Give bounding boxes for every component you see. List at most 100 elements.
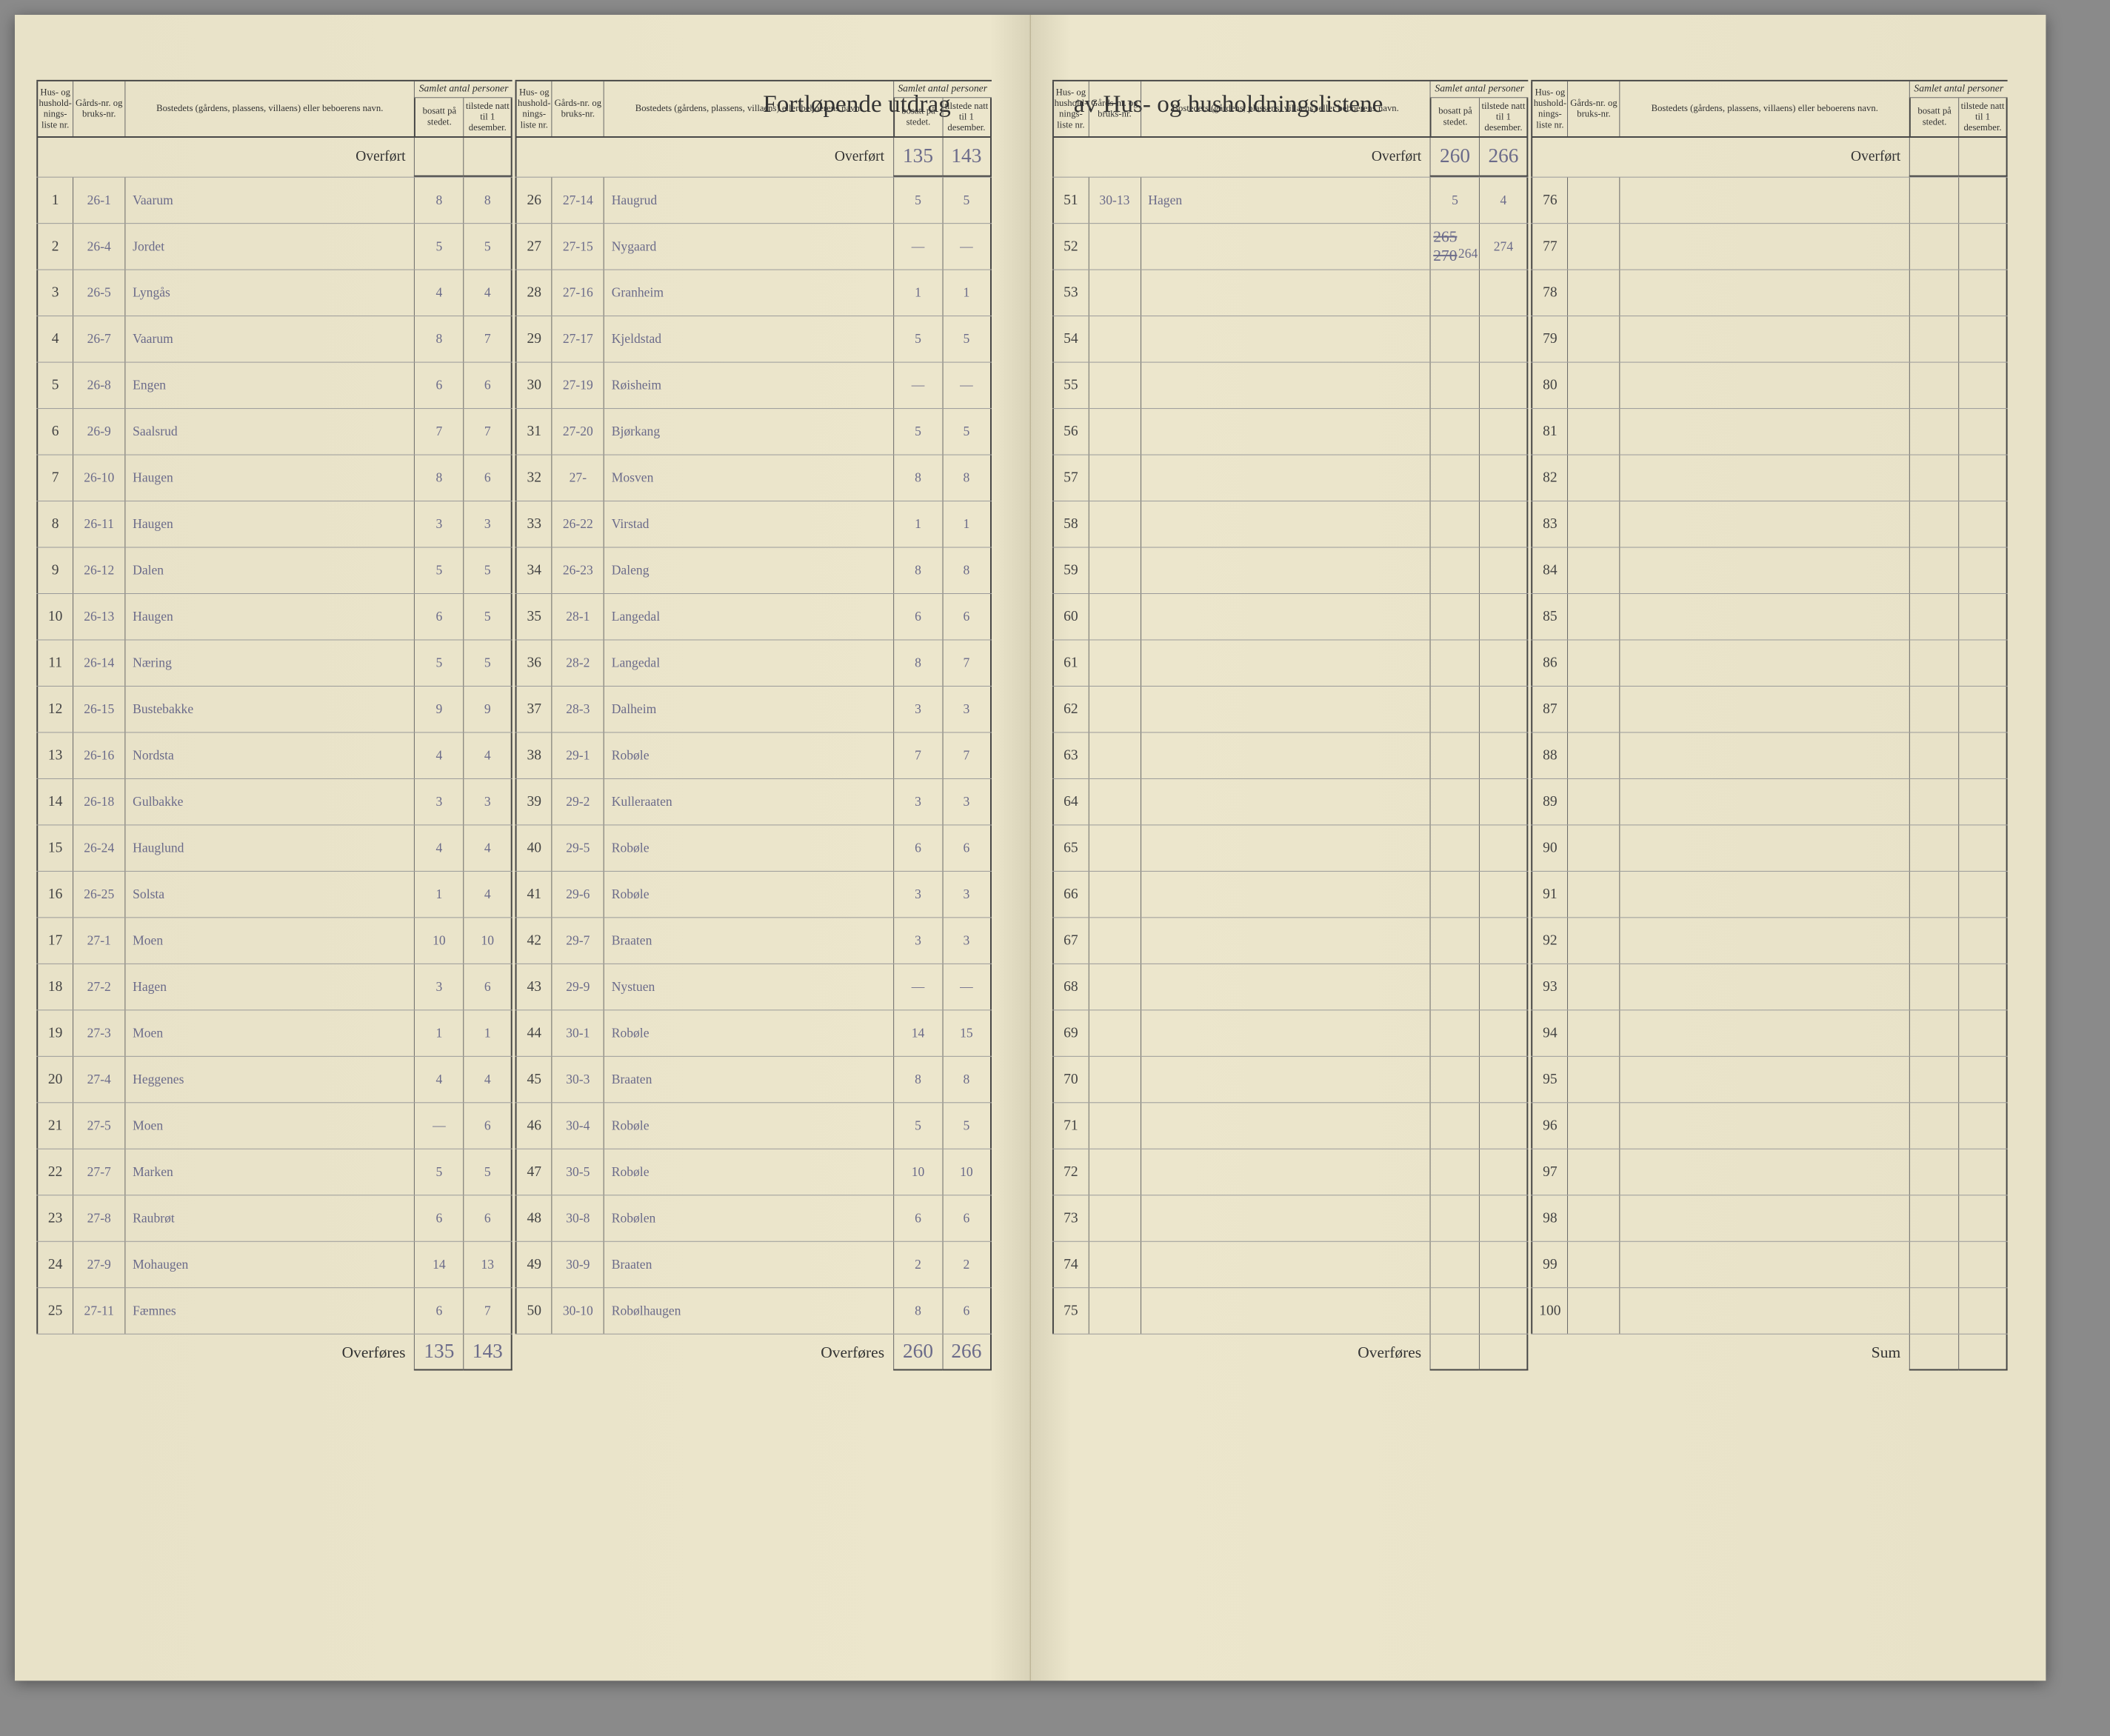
row-gards: 30-9 xyxy=(552,1242,604,1288)
row-nr: 26 xyxy=(515,177,552,223)
row-bosted: Moen xyxy=(124,918,414,964)
row-gards xyxy=(1567,964,1619,1010)
row-gards xyxy=(1088,455,1140,501)
table-row: 85 xyxy=(1532,594,2008,640)
row-nr: 67 xyxy=(1052,918,1088,964)
row-bosted: Vaarum xyxy=(124,316,414,362)
page-left: Hus- og hushold-nings-liste nr. Gårds-nr… xyxy=(15,15,1030,1680)
row-tilstede xyxy=(1958,362,2007,408)
row-tilstede: 1 xyxy=(464,1010,513,1056)
row-nr: 50 xyxy=(515,1288,552,1334)
row-bosatt xyxy=(1909,1149,1958,1195)
table-row: 95 xyxy=(1532,1057,2008,1103)
row-gards xyxy=(1567,362,1619,408)
hdr-tilstede: tilstede natt til 1 desember. xyxy=(942,98,991,136)
row-bosted xyxy=(1620,547,1909,593)
row-bosatt xyxy=(1430,1103,1479,1149)
row-bosatt xyxy=(1909,779,1958,825)
row-bosted xyxy=(1141,687,1430,732)
row-tilstede xyxy=(1479,501,1528,547)
row-gards: 30-13 xyxy=(1088,177,1140,223)
row-bosatt: 4 xyxy=(414,270,463,316)
row-tilstede xyxy=(1958,501,2007,547)
row-gards xyxy=(1088,270,1140,316)
row-tilstede xyxy=(1479,455,1528,501)
row-bosatt xyxy=(1430,918,1479,964)
row-gards: 26-13 xyxy=(73,594,124,640)
table-row: 90 xyxy=(1532,825,2008,871)
row-gards xyxy=(1088,316,1140,362)
row-bosted: Haugen xyxy=(124,594,414,640)
row-bosted: Næring xyxy=(124,640,414,686)
table-row: 89 xyxy=(1532,779,2008,825)
row-bosted xyxy=(1620,1195,1909,1241)
overfores-label: Overføres xyxy=(1052,1335,1429,1371)
table-row: 44 30-1 Robøle 14 15 xyxy=(515,1010,992,1056)
row-bosatt: 4 xyxy=(414,1057,463,1103)
row-tilstede: 1 xyxy=(942,270,991,316)
row-tilstede xyxy=(1958,409,2007,455)
table-row: 8 26-11 Haugen 3 3 xyxy=(36,501,513,547)
row-bosted xyxy=(1141,1149,1430,1195)
row-nr: 41 xyxy=(515,872,552,918)
row-tilstede: 9 xyxy=(464,687,513,732)
row-bosatt xyxy=(1909,825,1958,871)
row-gards xyxy=(1088,1010,1140,1056)
table-header: Hus- og hushold-nings-liste nr. Gårds-nr… xyxy=(36,81,513,138)
row-tilstede xyxy=(1958,1242,2007,1288)
overfort-bosatt: 135 xyxy=(893,138,942,177)
row-nr: 79 xyxy=(1532,316,1568,362)
overfort-tilstede: 143 xyxy=(942,138,991,177)
overfores-label: Sum xyxy=(1532,1335,1909,1371)
row-bosted xyxy=(1620,779,1909,825)
row-gards: 27-17 xyxy=(552,316,604,362)
hdr-hus-nr: Hus- og hushold-nings-liste nr. xyxy=(1052,81,1088,136)
row-bosatt: 4 xyxy=(414,732,463,778)
hdr-gards-nr: Gårds-nr. og bruks-nr. xyxy=(73,81,124,136)
row-bosted xyxy=(1620,825,1909,871)
row-bosted: Granheim xyxy=(604,270,893,316)
row-gards: 27-7 xyxy=(73,1149,124,1195)
row-bosted xyxy=(1141,594,1430,640)
row-nr: 84 xyxy=(1532,547,1568,593)
hdr-hus-nr: Hus- og hushold-nings-liste nr. xyxy=(1532,81,1568,136)
row-tilstede: 1 xyxy=(942,501,991,547)
hdr-bosatt: bosatt på stedet. xyxy=(1909,98,1958,136)
row-nr: 1 xyxy=(36,177,73,223)
row-tilstede xyxy=(1479,918,1528,964)
row-nr: 51 xyxy=(1052,177,1088,223)
row-nr: 99 xyxy=(1532,1242,1568,1288)
row-bosted: Hagen xyxy=(1141,177,1430,223)
row-tilstede: 4 xyxy=(464,872,513,918)
row-bosted xyxy=(1141,918,1430,964)
row-bosted xyxy=(1141,316,1430,362)
row-gards: 26-25 xyxy=(73,872,124,918)
row-gards: 26-10 xyxy=(73,455,124,501)
row-tilstede: 8 xyxy=(464,177,513,223)
row-bosatt: 6 xyxy=(414,1195,463,1241)
row-gards xyxy=(1088,1149,1140,1195)
table-row: 87 xyxy=(1532,687,2008,732)
row-bosted: Bustebakke xyxy=(124,687,414,732)
row-bosted xyxy=(1620,687,1909,732)
hdr-bosted: Bostedets (gårdens, plassens, villaens) … xyxy=(124,81,414,136)
row-bosted xyxy=(1620,872,1909,918)
table-row: 21 27-5 Moen — 6 xyxy=(36,1103,513,1149)
row-gards xyxy=(1567,224,1619,270)
row-gards: 27-20 xyxy=(552,409,604,455)
overfort-tilstede xyxy=(1958,138,2007,177)
overfort-row: Overført 135 143 xyxy=(515,138,992,178)
row-bosatt xyxy=(1909,1242,1958,1288)
row-gards xyxy=(1088,594,1140,640)
row-gards: 27-15 xyxy=(552,224,604,270)
row-gards: 26-23 xyxy=(552,547,604,593)
hdr-samlet: Samlet antal personer xyxy=(893,81,992,98)
row-nr: 44 xyxy=(515,1010,552,1056)
row-bosted xyxy=(1620,1149,1909,1195)
row-tilstede: 15 xyxy=(942,1010,991,1056)
hdr-samlet: Samlet antal personer xyxy=(1430,81,1529,98)
table-row: 6 26-9 Saalsrud 7 7 xyxy=(36,409,513,455)
overfores-bosatt xyxy=(1430,1335,1479,1371)
row-tilstede xyxy=(1479,872,1528,918)
row-tilstede xyxy=(1479,594,1528,640)
